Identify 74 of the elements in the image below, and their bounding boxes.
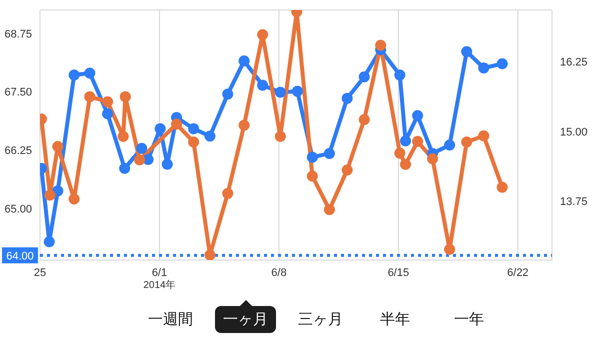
point (119, 162, 130, 174)
point (52, 185, 64, 196)
point (478, 130, 490, 142)
point (84, 68, 96, 79)
text: 一ヶ月 (223, 311, 268, 328)
point (222, 188, 234, 199)
point (188, 123, 200, 134)
x-tick-label: 6/22 (507, 266, 529, 279)
y2-tick-label: 15.00 (560, 126, 588, 138)
point (44, 190, 56, 201)
point (444, 140, 456, 151)
point (375, 40, 386, 51)
x-tick-label: 6/15 (388, 266, 410, 279)
point (496, 58, 508, 70)
x-tick-label: 6/8 (271, 266, 287, 279)
point (444, 244, 456, 255)
point (136, 142, 148, 154)
point (306, 152, 318, 163)
x-tick-label: 6/1 (152, 266, 168, 279)
point (102, 108, 114, 120)
y-tick-label: 68.75 (4, 28, 32, 40)
y-tick-label: 65.00 (4, 204, 32, 216)
point (400, 135, 412, 146)
y2-tick-label: 13.75 (560, 196, 588, 208)
point (324, 148, 335, 159)
point (134, 154, 146, 166)
y2-tick-label: 16.25 (560, 56, 588, 68)
point (427, 153, 438, 164)
point (274, 130, 286, 142)
text: 三ヶ月 (298, 311, 343, 328)
point (84, 91, 96, 102)
x-tick-label: 25 (34, 266, 46, 279)
point (342, 92, 353, 104)
point (478, 62, 490, 74)
point (162, 158, 173, 170)
point (188, 136, 200, 148)
point (324, 204, 335, 216)
point (358, 71, 370, 82)
point (204, 130, 216, 142)
point (342, 164, 353, 176)
y-tick-label: 66.25 (4, 145, 32, 158)
point (461, 136, 472, 148)
point (171, 118, 182, 130)
point (222, 88, 234, 100)
point (358, 114, 370, 126)
point (400, 158, 412, 170)
y-tick-label: 67.50 (4, 86, 32, 99)
point (292, 86, 303, 97)
text: 一年 (454, 311, 484, 328)
point (68, 69, 80, 80)
point (102, 96, 114, 108)
point (257, 80, 268, 91)
point (412, 136, 424, 147)
point (52, 140, 64, 152)
point (68, 194, 80, 205)
point (154, 123, 166, 134)
x-axis-title: 2014年 (142, 279, 177, 292)
point (274, 86, 286, 98)
point (204, 249, 216, 260)
point (257, 29, 268, 40)
point (394, 69, 406, 80)
text: 一週間 (148, 311, 193, 328)
point (238, 55, 250, 66)
point (461, 46, 472, 58)
text: 半年 (380, 311, 410, 328)
point (118, 130, 129, 142)
point (306, 170, 318, 182)
point (238, 120, 250, 131)
point (44, 236, 55, 248)
ref-line-label: 64.00 (6, 250, 34, 262)
point (412, 110, 424, 122)
point (394, 148, 406, 159)
point (496, 182, 508, 193)
point (120, 91, 131, 102)
